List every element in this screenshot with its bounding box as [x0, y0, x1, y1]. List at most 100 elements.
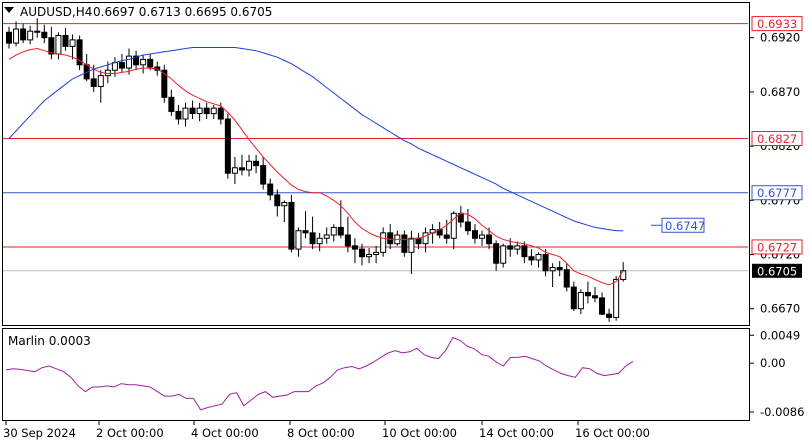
candle-body	[401, 234, 408, 253]
candle-body	[599, 297, 606, 315]
candle-body	[217, 107, 224, 120]
candle-body	[486, 234, 493, 245]
osc-tick-label: -0.0086	[760, 405, 804, 419]
candle-body	[450, 212, 457, 239]
oscillator	[5, 336, 634, 411]
candle-body	[323, 234, 330, 239]
indicator-panel[interactable]	[2, 328, 750, 421]
candle-body	[288, 201, 295, 250]
candle-body	[366, 254, 373, 258]
level-tag-label: 0.6933	[757, 17, 797, 31]
level-tag-label: 0.6727	[757, 240, 797, 254]
price-tick-label: 0.6920	[760, 31, 800, 45]
candle-body	[521, 245, 528, 258]
indicator-label: Marlin 0.0003	[8, 334, 91, 348]
candle-body	[126, 55, 133, 69]
candle-body	[464, 221, 471, 232]
candle-body	[591, 295, 598, 299]
time-tick-label: 10 Oct 00:00	[382, 426, 457, 440]
candle-body	[210, 107, 217, 115]
candle-body	[535, 254, 542, 261]
candle-body	[147, 58, 154, 68]
time-tick-label: 8 Oct 00:00	[287, 426, 355, 440]
candle-body	[351, 245, 358, 250]
candle-body	[196, 107, 203, 115]
current-price-label: 0.6705	[757, 264, 797, 278]
candle-body	[337, 226, 344, 236]
candle-body	[528, 256, 535, 261]
candle-body	[140, 58, 147, 66]
candle-body	[584, 291, 591, 297]
time-tick-label: 30 Sep 2024	[3, 426, 76, 440]
candle-body	[267, 183, 274, 196]
ma-callout-box	[661, 217, 705, 233]
candle-body	[387, 232, 394, 245]
candle-body	[41, 31, 48, 39]
candle-body	[231, 167, 238, 174]
candle-body	[224, 118, 231, 174]
candle-body	[253, 160, 260, 167]
candle-body	[69, 39, 76, 47]
level-lines	[3, 23, 748, 272]
osc-tick-label: 0.00	[760, 356, 786, 370]
candle-body	[316, 237, 323, 245]
level-tag-label: 0.6827	[757, 132, 797, 146]
candle-body	[563, 269, 570, 288]
candle-body	[514, 245, 521, 250]
candle-body	[133, 55, 140, 66]
candle-body	[479, 234, 486, 239]
candle-body	[281, 201, 288, 207]
candle-body	[507, 245, 514, 250]
candle-body	[27, 30, 34, 41]
price-tick-label: 0.6670	[760, 302, 800, 316]
time-tick-label: 4 Oct 00:00	[191, 426, 259, 440]
candle-body	[493, 243, 500, 264]
candle-body	[344, 234, 351, 247]
candle-body	[97, 75, 104, 87]
candle-body	[203, 107, 210, 115]
candle-body	[556, 267, 563, 271]
level-tag-label: 0.6777	[757, 186, 797, 200]
time-axis: 30 Sep 2024 2 Oct 00:00 4 Oct 00:00 8 Oct 0…	[3, 421, 650, 440]
level-tag	[751, 239, 803, 255]
candle-body	[295, 230, 302, 250]
level-tag	[751, 16, 803, 32]
candle-body	[55, 35, 62, 55]
candle-body	[62, 35, 69, 47]
triangle-down-icon[interactable]	[4, 7, 14, 13]
candle-body	[471, 230, 478, 239]
candle-body	[6, 31, 12, 44]
level-tag	[751, 131, 803, 147]
candle-body	[549, 267, 556, 272]
candle-body	[34, 30, 41, 33]
oscillator-axis: 0.0049 0.00 -0.0086	[749, 328, 804, 419]
ma-callout-label: 0.6747	[665, 219, 705, 233]
osc-tick-label: 0.0049	[760, 328, 800, 342]
candle-body	[408, 237, 415, 253]
moving-averages	[8, 47, 624, 286]
symbol-title: AUDUSD,H4	[20, 5, 92, 19]
ma-slow-line	[8, 47, 624, 232]
candle-body	[577, 291, 584, 310]
candle-body	[373, 251, 380, 256]
candle-body	[613, 278, 620, 318]
ma-fast-line	[8, 47, 624, 286]
candle-body	[189, 107, 196, 115]
candle-body	[620, 270, 627, 280]
price-callouts: 0.6933 0.6827 0.6777 0.6727 0.6747 0.6705	[651, 16, 803, 278]
candle-body	[182, 107, 189, 120]
candle-body	[380, 232, 387, 253]
candle-body	[570, 286, 577, 310]
candle-body	[13, 28, 20, 44]
candle-body	[238, 167, 245, 171]
candle-body	[274, 194, 281, 207]
candle-body	[175, 110, 182, 120]
candle-body	[260, 165, 267, 185]
candle-body	[90, 78, 97, 87]
ohlc-values: 0.6697 0.6713 0.6695 0.6705	[93, 5, 272, 19]
candle-body	[500, 245, 507, 264]
candle-body	[542, 254, 549, 272]
candle-body	[302, 230, 309, 234]
price-panel[interactable]	[2, 2, 750, 326]
